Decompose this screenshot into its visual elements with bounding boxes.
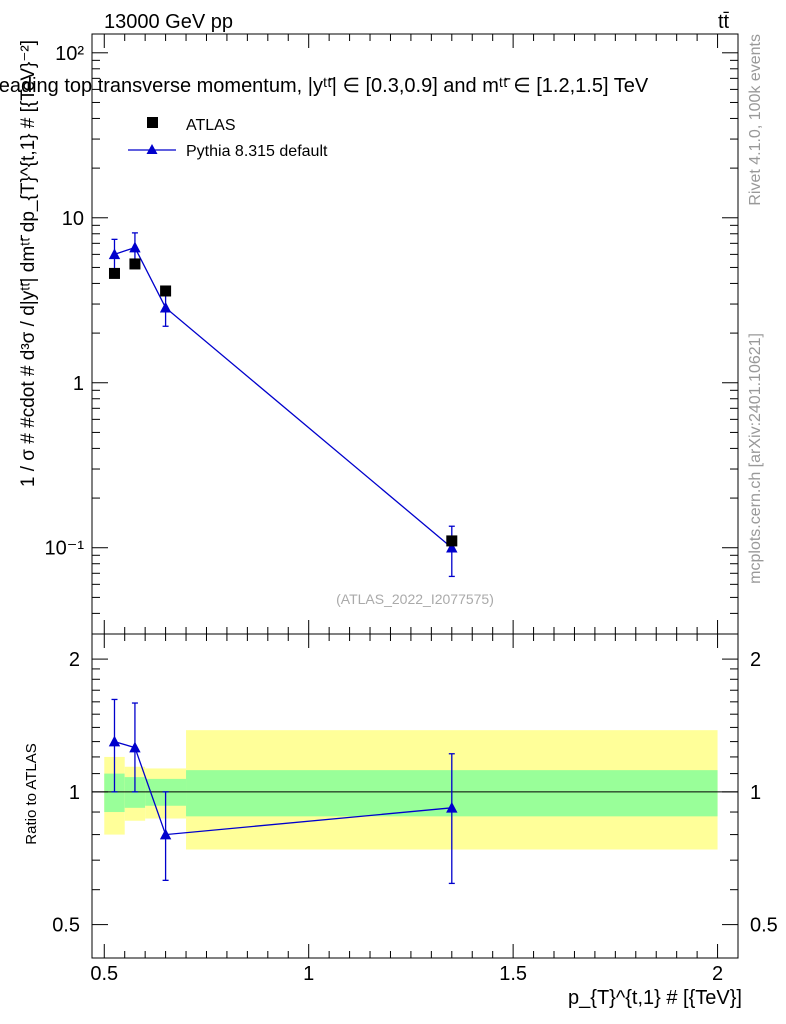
ratio-y-tick-label-right: 2 bbox=[750, 649, 761, 671]
ratio-y-tick-label-right: 1 bbox=[750, 782, 761, 804]
ratio-y-tick-label-left: 2 bbox=[69, 649, 80, 671]
ratio-point bbox=[108, 735, 121, 747]
mc-point bbox=[159, 301, 172, 313]
mc-line bbox=[114, 246, 453, 549]
legend-marker-atlas bbox=[147, 117, 158, 128]
ratio-point bbox=[159, 828, 172, 840]
x-axis-label: p_{T}^{t,1} # [{TeV}] bbox=[568, 987, 742, 1009]
y-tick-label: 10⁻¹ bbox=[45, 538, 85, 560]
data-point bbox=[446, 535, 458, 547]
y-tick-label: 10 bbox=[62, 208, 84, 230]
x-tick-label: 2 bbox=[712, 963, 723, 985]
analysis-id: (ATLAS_2022_I2077575) bbox=[336, 591, 494, 607]
plot-title: Parton-level leading top transverse mome… bbox=[0, 75, 649, 97]
x-tick-label: 1 bbox=[303, 963, 314, 985]
legend: ATLAS Pythia 8.315 default bbox=[128, 117, 328, 160]
legend-label-pythia: Pythia 8.315 default bbox=[186, 143, 328, 160]
ratio-y-axis-label: Ratio to ATLAS bbox=[23, 743, 40, 844]
ratio-y-tick-label-right: 0.5 bbox=[750, 915, 778, 937]
energy-label: 13000 GeV pp bbox=[104, 11, 233, 33]
ratio-point bbox=[446, 801, 458, 813]
x-tick-label: 1.5 bbox=[499, 963, 527, 985]
mc-point bbox=[129, 241, 141, 253]
y-axis-label: 1 / σ # #cdot # d³σ / d|yᵗᵗ̄| dmᵗᵗ̄ dp_{… bbox=[18, 40, 39, 487]
ratio-panel-frame bbox=[91, 633, 739, 959]
ratio-line bbox=[114, 740, 452, 836]
ratio-axis-ticks: 0.5 1 1.5 2 0.5 0.5 1 1 2 2 bbox=[52, 634, 778, 985]
mc-series-main bbox=[108, 232, 458, 578]
x-tick-label: 0.5 bbox=[90, 963, 118, 985]
source-label: mcplots.cern.ch [arXiv:2401.10621] bbox=[747, 333, 764, 584]
band-inner-0 bbox=[104, 773, 125, 813]
ratio-y-tick-label-left: 1 bbox=[69, 782, 80, 804]
rivet-label: Rivet 4.1.0, 100k events bbox=[747, 34, 764, 206]
data-point bbox=[129, 258, 141, 270]
process-label: tt̄ bbox=[718, 11, 730, 33]
ratio-point bbox=[129, 741, 141, 753]
mc-point bbox=[108, 248, 121, 260]
data-point bbox=[108, 267, 120, 279]
mc-point bbox=[446, 541, 458, 553]
data-series-main bbox=[108, 258, 458, 547]
y-tick-label: 1 bbox=[73, 373, 84, 395]
data-point bbox=[160, 285, 172, 297]
legend-marker-pythia bbox=[146, 144, 158, 154]
y-tick-label: 10² bbox=[55, 43, 84, 65]
legend-label-atlas: ATLAS bbox=[186, 117, 236, 134]
mc-series-ratio bbox=[108, 698, 458, 885]
main-axis-ticks: 10⁻¹ 1 10 10² bbox=[45, 34, 738, 635]
ratio-y-tick-label-left: 0.5 bbox=[52, 915, 80, 937]
